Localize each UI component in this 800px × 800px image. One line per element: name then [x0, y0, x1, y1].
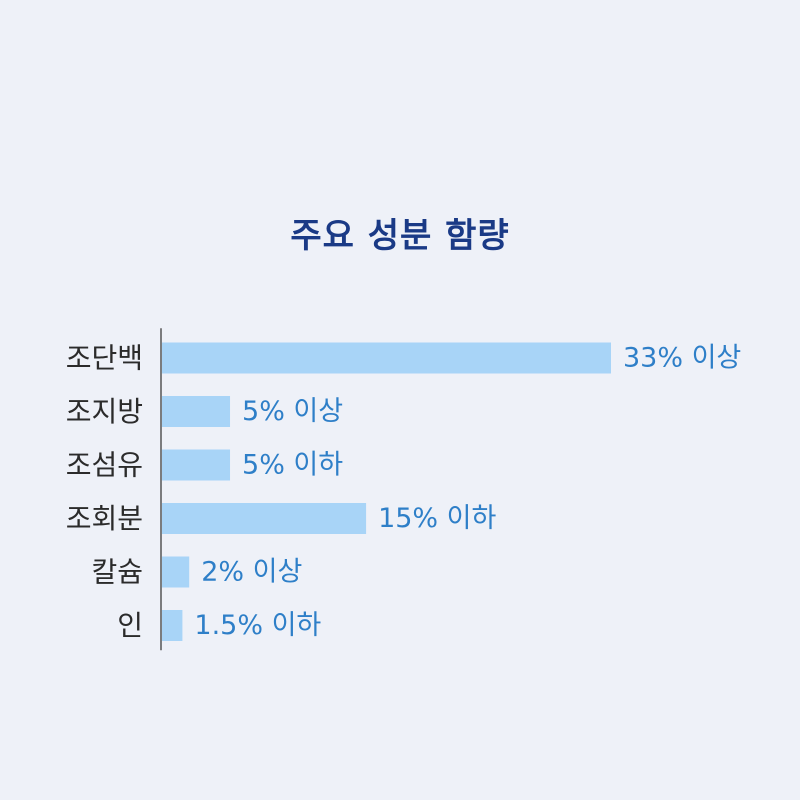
category-label: 조섬유: [66, 449, 143, 482]
category-label: 조회분: [66, 502, 143, 535]
value-label: 2% 이상: [201, 557, 302, 588]
category-label: 조지방: [66, 395, 143, 428]
chart-title: 주요 성분 함량: [290, 216, 510, 256]
value-label: 1.5% 이하: [194, 610, 321, 641]
bar: [162, 449, 231, 481]
bar: [162, 610, 183, 641]
bar: [162, 503, 367, 534]
value-label: 5% 이상: [242, 396, 343, 427]
bar: [162, 396, 231, 427]
category-label: 인: [117, 609, 143, 642]
value-label: 15% 이하: [378, 503, 496, 534]
category-label: 칼슘: [91, 556, 143, 589]
value-label: 33% 이상: [623, 343, 741, 374]
value-label: 5% 이하: [242, 450, 343, 481]
bar: [162, 342, 611, 374]
category-label: 조단백: [66, 342, 143, 375]
bar: [162, 556, 190, 588]
